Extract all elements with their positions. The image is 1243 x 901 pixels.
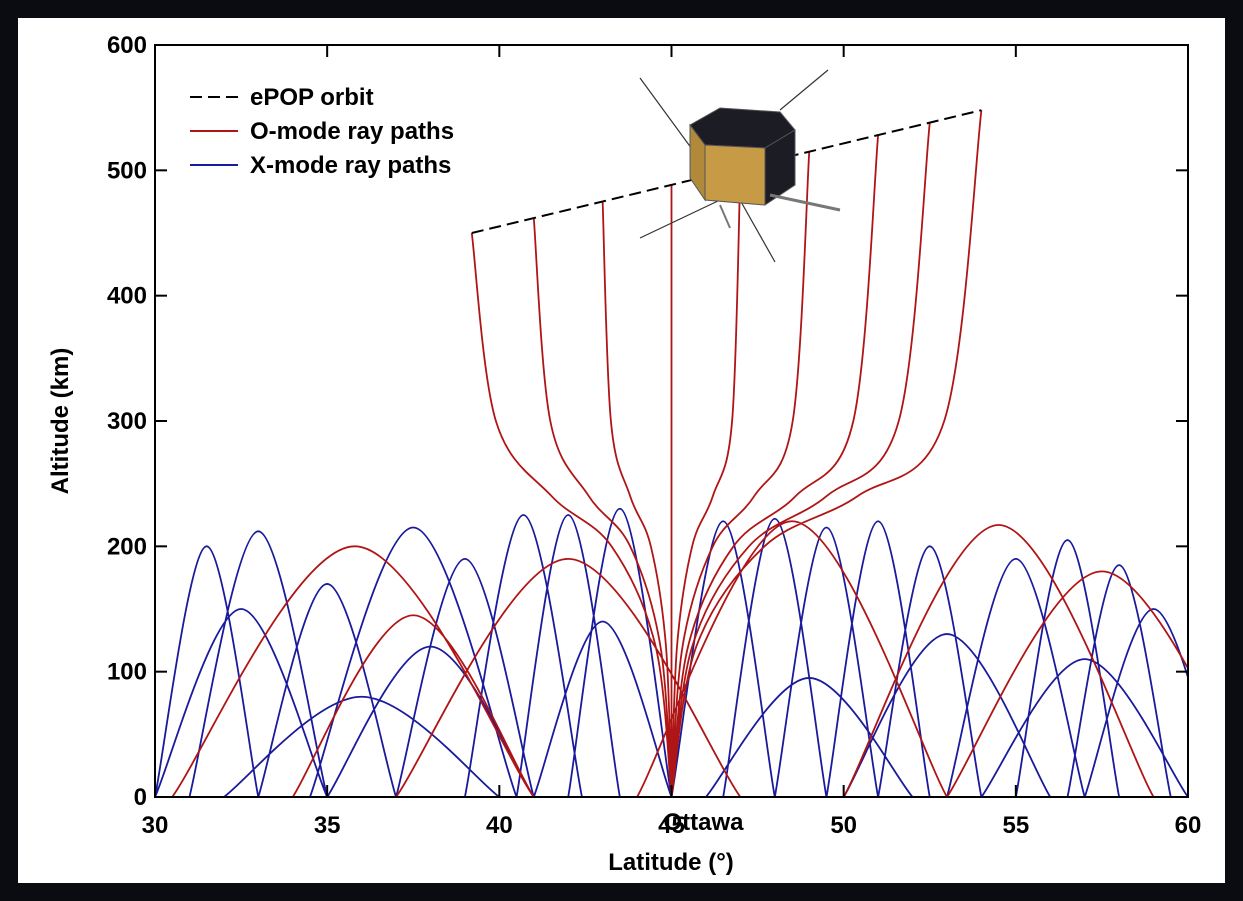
x-tick-label: 45 xyxy=(658,812,685,839)
y-tick-label: 400 xyxy=(107,283,147,310)
y-tick-label: 300 xyxy=(107,408,147,435)
y-tick-label: 100 xyxy=(107,659,147,686)
x-tick-label: 60 xyxy=(1175,812,1202,839)
annotation: Ottawa xyxy=(664,809,745,836)
x-tick-label: 30 xyxy=(142,812,169,839)
legend-label: O-mode ray paths xyxy=(250,118,454,145)
legend-label: X-mode ray paths xyxy=(250,152,451,179)
y-tick-label: 0 xyxy=(134,784,147,811)
legend-label: ePOP orbit xyxy=(250,84,374,111)
y-tick-label: 600 xyxy=(107,32,147,59)
panel xyxy=(18,18,1225,883)
x-tick-label: 40 xyxy=(486,812,513,839)
ray-paths xyxy=(171,110,1188,797)
y-axis-label: Altitude (km) xyxy=(47,348,74,495)
x-tick-label: 35 xyxy=(314,812,341,839)
x-tick-label: 55 xyxy=(1002,812,1029,839)
ray-paths xyxy=(155,507,1188,797)
y-tick-label: 500 xyxy=(107,157,147,184)
x-tick-label: 50 xyxy=(830,812,857,839)
satellite-icon xyxy=(639,69,841,263)
x-axis-label: Latitude (°) xyxy=(608,849,734,876)
y-tick-label: 200 xyxy=(107,533,147,560)
